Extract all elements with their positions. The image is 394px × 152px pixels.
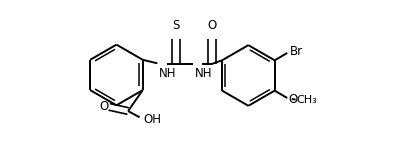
Text: S: S xyxy=(173,19,180,32)
Text: O: O xyxy=(99,100,109,113)
Text: NH: NH xyxy=(195,67,212,80)
Text: NH: NH xyxy=(159,67,177,80)
Text: OH: OH xyxy=(144,113,162,126)
Text: O: O xyxy=(289,93,298,106)
Text: CH₃: CH₃ xyxy=(297,95,317,105)
Text: Br: Br xyxy=(290,45,303,58)
Text: O: O xyxy=(207,19,216,32)
